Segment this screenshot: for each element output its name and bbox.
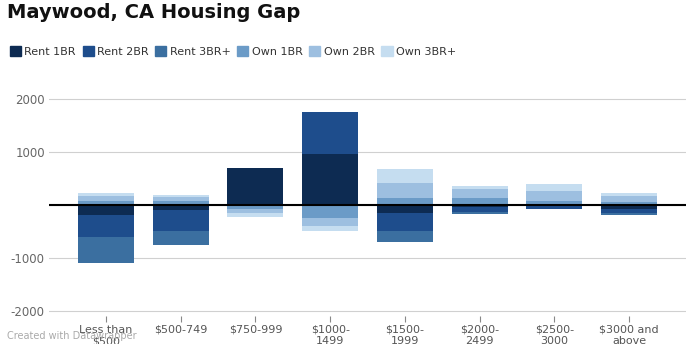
Legend: Rent 1BR, Rent 2BR, Rent 3BR+, Own 1BR, Own 2BR, Own 3BR+: Rent 1BR, Rent 2BR, Rent 3BR+, Own 1BR, …	[6, 42, 461, 61]
Bar	[78, 196, 134, 201]
Bar	[228, 168, 284, 205]
Bar	[601, 205, 657, 209]
Bar	[526, 184, 582, 191]
Bar	[377, 205, 433, 213]
Bar	[377, 183, 433, 198]
Bar	[302, 226, 358, 232]
Bar	[153, 201, 209, 205]
Bar	[228, 205, 284, 209]
Bar	[377, 198, 433, 205]
Bar	[601, 193, 657, 196]
Bar	[302, 112, 358, 154]
Bar	[377, 169, 433, 183]
Bar	[377, 213, 433, 232]
Bar	[601, 202, 657, 205]
Bar	[153, 232, 209, 245]
Bar	[153, 210, 209, 232]
Bar	[601, 213, 657, 215]
Bar	[452, 212, 508, 214]
Bar	[302, 154, 358, 205]
Bar	[302, 205, 358, 218]
Bar	[153, 205, 209, 210]
Bar	[78, 201, 134, 205]
Bar	[153, 197, 209, 201]
Bar	[78, 237, 134, 263]
Bar	[526, 201, 582, 205]
Bar	[302, 218, 358, 226]
Text: Maywood, CA Housing Gap: Maywood, CA Housing Gap	[7, 3, 300, 22]
Bar	[452, 186, 508, 189]
Bar	[601, 209, 657, 213]
Bar	[601, 196, 657, 202]
Bar	[78, 215, 134, 237]
Bar	[377, 232, 433, 242]
Bar	[153, 195, 209, 197]
Text: Created with Datawrapper: Created with Datawrapper	[7, 331, 136, 341]
Bar	[78, 205, 134, 215]
Bar	[452, 198, 508, 205]
Bar	[228, 209, 284, 213]
Bar	[452, 207, 508, 212]
Bar	[526, 191, 582, 201]
Bar	[526, 205, 582, 206]
Bar	[452, 205, 508, 207]
Bar	[228, 213, 284, 217]
Bar	[452, 189, 508, 198]
Bar	[526, 206, 582, 209]
Bar	[78, 193, 134, 196]
